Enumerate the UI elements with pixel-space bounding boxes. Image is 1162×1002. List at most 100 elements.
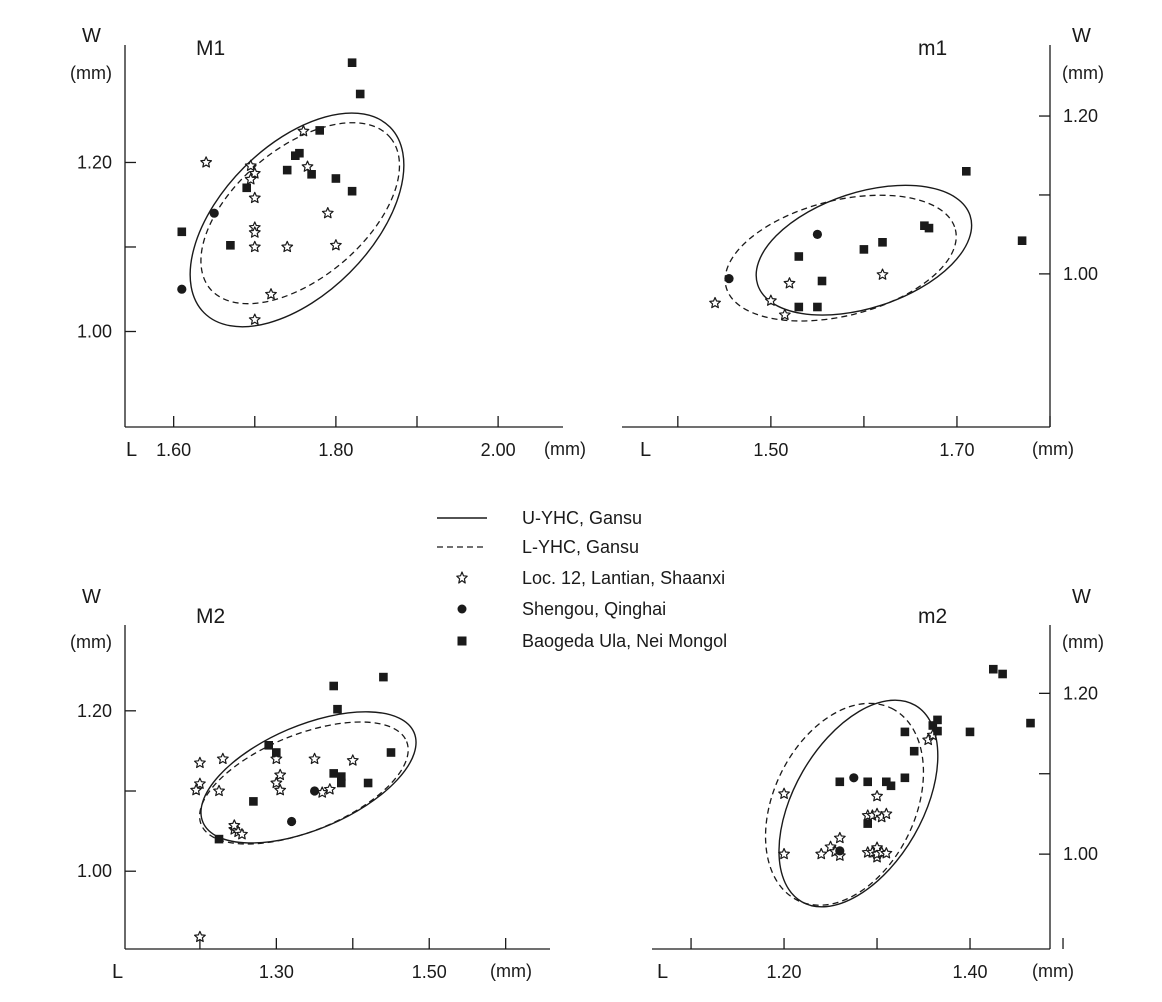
y-axis-label: W: [1072, 25, 1091, 47]
point-baogeda: [363, 778, 373, 788]
point-baogeda: [863, 819, 872, 828]
point-baogeda: [965, 727, 975, 737]
point-loc12: [880, 807, 893, 820]
point-baogeda: [337, 778, 346, 788]
x-axis-unit: (mm): [490, 961, 532, 981]
point-shengou: [310, 786, 320, 796]
y-tick-label: 1.20: [1063, 106, 1098, 126]
point-loc12: [778, 787, 790, 799]
x-tick-label: 1.40: [953, 962, 988, 982]
panel-m1: 1.60 1.80 2.00 1.00 1.20 M1 W (mm) L (mm): [70, 25, 586, 461]
ellipse-l-yhc: [198, 721, 409, 845]
point-loc12: [248, 240, 261, 253]
y-axis-unit: (mm): [70, 63, 112, 83]
point-baogeda: [379, 672, 388, 682]
point-loc12: [346, 754, 359, 766]
point-baogeda: [337, 772, 346, 781]
point-baogeda: [933, 726, 942, 736]
point-loc12: [236, 828, 248, 840]
point-baogeda: [933, 715, 942, 725]
y-tick-label: 1.20: [1063, 683, 1098, 703]
x-tick-label: 1.50: [753, 440, 788, 460]
x-axis-label: L: [126, 439, 137, 461]
point-loc12: [709, 296, 721, 309]
point-loc12: [248, 226, 261, 238]
ellipse-l-yhc: [200, 122, 401, 305]
x-tick-label: 1.20: [767, 962, 802, 982]
point-loc12: [193, 756, 206, 769]
y-tick-label: 1.20: [77, 701, 112, 721]
point-baogeda: [333, 704, 342, 714]
point-baogeda: [920, 221, 929, 230]
point-baogeda: [863, 777, 872, 787]
point-baogeda: [329, 681, 338, 691]
point-loc12: [248, 313, 261, 325]
legend-label: L-YHC, Gansu: [522, 537, 639, 557]
point-loc12: [200, 156, 213, 168]
point-loc12: [248, 191, 261, 204]
panel-title: M1: [196, 37, 225, 60]
point-loc12: [216, 752, 229, 765]
y-tick-label: 1.00: [77, 322, 112, 342]
point-loc12: [323, 783, 336, 795]
panel-title: m1: [918, 37, 947, 60]
ellipse-l-yhc: [764, 702, 925, 906]
point-loc12: [308, 752, 321, 765]
point-baogeda: [886, 781, 896, 791]
x-axis-unit: (mm): [1032, 961, 1074, 981]
point-loc12: [876, 268, 889, 280]
x-tick-label: 1.80: [318, 440, 353, 460]
point-baogeda: [272, 748, 281, 757]
point-baogeda: [859, 245, 869, 254]
point-loc12: [190, 784, 203, 796]
y-tick-label: 1.00: [1063, 264, 1098, 284]
y-tick-label: 1.00: [77, 861, 112, 881]
panel-title: M2: [196, 605, 225, 628]
point-loc12: [764, 294, 777, 306]
point-baogeda: [900, 773, 910, 783]
x-tick-label: 1.70: [939, 440, 974, 460]
point-loc12: [270, 776, 283, 789]
point-baogeda: [282, 165, 292, 175]
point-baogeda: [909, 746, 919, 756]
y-tick-label: 1.00: [1063, 844, 1098, 864]
point-baogeda: [355, 89, 365, 99]
point-baogeda: [329, 769, 338, 778]
point-baogeda: [900, 727, 910, 737]
point-shengou: [812, 229, 823, 239]
point-loc12: [281, 240, 294, 253]
point-baogeda: [347, 58, 357, 67]
y-axis-label: W: [82, 586, 101, 608]
point-loc12: [274, 768, 287, 781]
x-tick-label: 2.00: [481, 440, 516, 460]
point-baogeda: [794, 252, 804, 261]
ellipse-u-yhc: [189, 112, 405, 328]
panel-m2: 1.20 1.40 1.00 1.20 m2 W (mm) L (mm): [652, 586, 1104, 983]
y-axis-label: W: [82, 25, 101, 47]
point-baogeda: [242, 183, 251, 193]
x-axis-label: L: [640, 439, 651, 461]
ellipse-l-yhc: [724, 194, 957, 322]
legend: U-YHC, Gansu L-YHC, Gansu Loc. 12, Lanti…: [437, 508, 727, 651]
point-loc12: [265, 288, 277, 300]
point-baogeda: [214, 834, 224, 844]
point-baogeda: [177, 227, 187, 237]
point-baogeda: [249, 797, 258, 806]
point-baogeda: [998, 669, 1007, 679]
panel-title: m2: [918, 605, 947, 628]
point-loc12: [213, 784, 225, 797]
point-baogeda: [315, 126, 324, 135]
point-loc12: [274, 784, 287, 796]
point-baogeda: [989, 664, 998, 674]
legend-circle-marker: [457, 604, 467, 614]
point-baogeda: [386, 748, 396, 757]
legend-label: Shengou, Qinghai: [522, 599, 666, 619]
point-loc12: [301, 160, 314, 172]
point-loc12: [783, 277, 796, 289]
point-shengou: [209, 208, 219, 218]
point-loc12: [871, 790, 883, 802]
y-axis-unit: (mm): [1062, 63, 1104, 83]
panel-m2: 1.30 1.50 1.00 1.20 M2 W (mm) L (mm): [70, 586, 550, 983]
point-baogeda: [794, 302, 804, 312]
